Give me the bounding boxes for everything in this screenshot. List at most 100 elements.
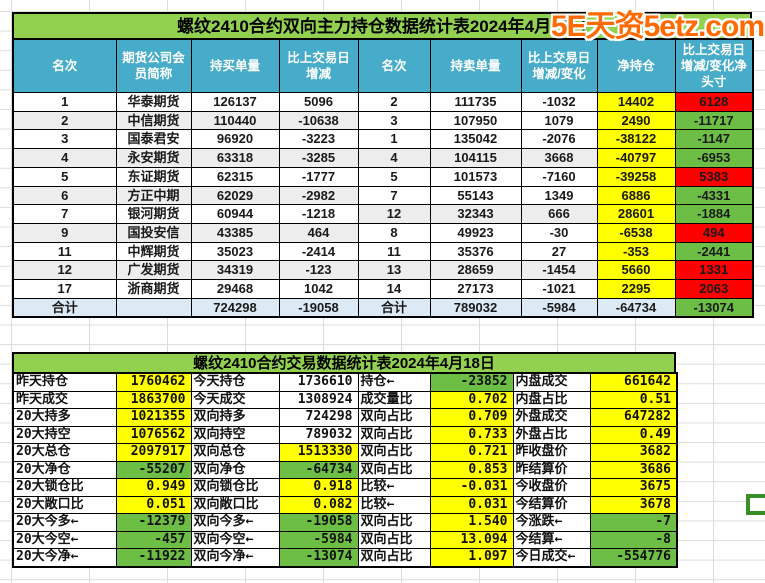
- metric-value[interactable]: 2097917: [115, 443, 192, 462]
- cell[interactable]: -3285: [278, 148, 359, 168]
- metric-label[interactable]: 20大今空←: [12, 530, 117, 549]
- cell[interactable]: 1079: [520, 110, 598, 131]
- metric-label[interactable]: 双向占比: [357, 513, 431, 532]
- metric-value[interactable]: 3682: [589, 443, 678, 462]
- cell[interactable]: -1777: [278, 166, 359, 187]
- cell[interactable]: -6538: [596, 222, 676, 243]
- metric-value[interactable]: -13074: [278, 548, 359, 567]
- cell[interactable]: -2414: [278, 241, 359, 262]
- metric-label[interactable]: 内盘成交: [512, 372, 591, 392]
- metric-value[interactable]: 1021355: [115, 408, 192, 427]
- cell[interactable]: 135042: [429, 129, 522, 150]
- cell[interactable]: -2076: [520, 129, 598, 150]
- cell[interactable]: 28659: [429, 260, 522, 281]
- metric-value[interactable]: 1076562: [115, 425, 192, 444]
- metric-value[interactable]: 3686: [589, 460, 678, 479]
- metric-label[interactable]: 今日成交←: [512, 548, 591, 567]
- cell[interactable]: 方正中期: [115, 185, 192, 206]
- metric-label[interactable]: 昨收盘价: [512, 443, 591, 462]
- cell[interactable]: 8: [357, 222, 431, 243]
- total-cell[interactable]: 合计: [357, 297, 431, 318]
- cell[interactable]: 32343: [429, 204, 522, 224]
- cell[interactable]: 14: [357, 279, 431, 299]
- cell[interactable]: -30: [520, 222, 598, 243]
- metric-value[interactable]: 0.949: [115, 478, 192, 497]
- cell[interactable]: 28601: [596, 204, 676, 224]
- metric-value[interactable]: 13.094: [429, 530, 514, 549]
- total-cell[interactable]: -5984: [520, 297, 598, 318]
- metric-label[interactable]: 双向占比: [357, 530, 431, 549]
- metric-value[interactable]: 1760462: [115, 372, 192, 392]
- metric-value[interactable]: 0.733: [429, 425, 514, 444]
- metric-label[interactable]: 昨天持仓: [12, 372, 117, 392]
- metric-value[interactable]: 1736610: [278, 372, 359, 392]
- cell[interactable]: -3223: [278, 129, 359, 150]
- metric-label[interactable]: 20大净仓: [12, 460, 117, 479]
- selected-cell-outline[interactable]: [746, 494, 765, 515]
- cell[interactable]: 27173: [429, 279, 522, 299]
- cell[interactable]: -1454: [520, 260, 598, 281]
- metric-label[interactable]: 双向占比: [357, 408, 431, 427]
- cell[interactable]: -2441: [674, 241, 754, 262]
- cell[interactable]: 1: [357, 129, 431, 150]
- metric-label[interactable]: 20大敞口比: [12, 495, 117, 514]
- cell[interactable]: 中信期货: [115, 110, 192, 131]
- metric-value[interactable]: 0.702: [429, 390, 514, 409]
- metric-label[interactable]: 双向今多←: [190, 513, 280, 532]
- metric-value[interactable]: 3678: [589, 495, 678, 514]
- cell[interactable]: 5660: [596, 260, 676, 281]
- cell[interactable]: 7: [357, 185, 431, 206]
- cell[interactable]: 华泰期货: [115, 92, 192, 112]
- metric-label[interactable]: 20大今净←: [12, 548, 117, 567]
- cell[interactable]: 广发期货: [115, 260, 192, 281]
- cell[interactable]: -1147: [674, 129, 754, 150]
- cell[interactable]: 4: [12, 148, 117, 168]
- cell[interactable]: -39258: [596, 166, 676, 187]
- metric-label[interactable]: 今结算←: [512, 530, 591, 549]
- metric-label[interactable]: 今涨跌←: [512, 513, 591, 532]
- cell[interactable]: 104115: [429, 148, 522, 168]
- cell[interactable]: 4: [357, 148, 431, 168]
- metric-label[interactable]: 内盘占比: [512, 390, 591, 409]
- metric-value[interactable]: -23852: [429, 372, 514, 392]
- cell[interactable]: 9: [12, 222, 117, 243]
- cell[interactable]: 101573: [429, 166, 522, 187]
- metric-label[interactable]: 双向占比: [357, 443, 431, 462]
- metric-label[interactable]: 双向净仓: [190, 460, 280, 479]
- metric-value[interactable]: 0.051: [115, 495, 192, 514]
- column-header[interactable]: 比上交易日增减/变化净头寸: [674, 38, 754, 93]
- metric-label[interactable]: 今结算价: [512, 495, 591, 514]
- metric-label[interactable]: 双向总仓: [190, 443, 280, 462]
- cell[interactable]: 464: [278, 222, 359, 243]
- metric-value[interactable]: 0.082: [278, 495, 359, 514]
- metric-value[interactable]: -8: [589, 530, 678, 549]
- total-cell[interactable]: -13074: [674, 297, 754, 318]
- metric-value[interactable]: 3675: [589, 478, 678, 497]
- metric-label[interactable]: 双向今净←: [190, 548, 280, 567]
- metric-value[interactable]: -457: [115, 530, 192, 549]
- metric-value[interactable]: 1.097: [429, 548, 514, 567]
- cell[interactable]: -1218: [278, 204, 359, 224]
- cell[interactable]: 2490: [596, 110, 676, 131]
- cell[interactable]: -123: [278, 260, 359, 281]
- cell[interactable]: -1032: [520, 92, 598, 112]
- cell[interactable]: 6: [12, 185, 117, 206]
- metric-label[interactable]: 双向占比: [357, 460, 431, 479]
- metric-label[interactable]: 外盘成交: [512, 408, 591, 427]
- cell[interactable]: -353: [596, 241, 676, 262]
- cell[interactable]: 29468: [190, 279, 280, 299]
- cell[interactable]: 27: [520, 241, 598, 262]
- cell[interactable]: 34319: [190, 260, 280, 281]
- cell[interactable]: 107950: [429, 110, 522, 131]
- metric-value[interactable]: 0.51: [589, 390, 678, 409]
- metric-value[interactable]: -12379: [115, 513, 192, 532]
- cell[interactable]: 13: [357, 260, 431, 281]
- cell[interactable]: 666: [520, 204, 598, 224]
- metric-value[interactable]: 0.031: [429, 495, 514, 514]
- cell[interactable]: 2063: [674, 279, 754, 299]
- cell[interactable]: 43385: [190, 222, 280, 243]
- cell[interactable]: -6953: [674, 148, 754, 168]
- metric-label[interactable]: 今天成交: [190, 390, 280, 409]
- cell[interactable]: 中辉期货: [115, 241, 192, 262]
- column-header[interactable]: 名次: [357, 38, 431, 93]
